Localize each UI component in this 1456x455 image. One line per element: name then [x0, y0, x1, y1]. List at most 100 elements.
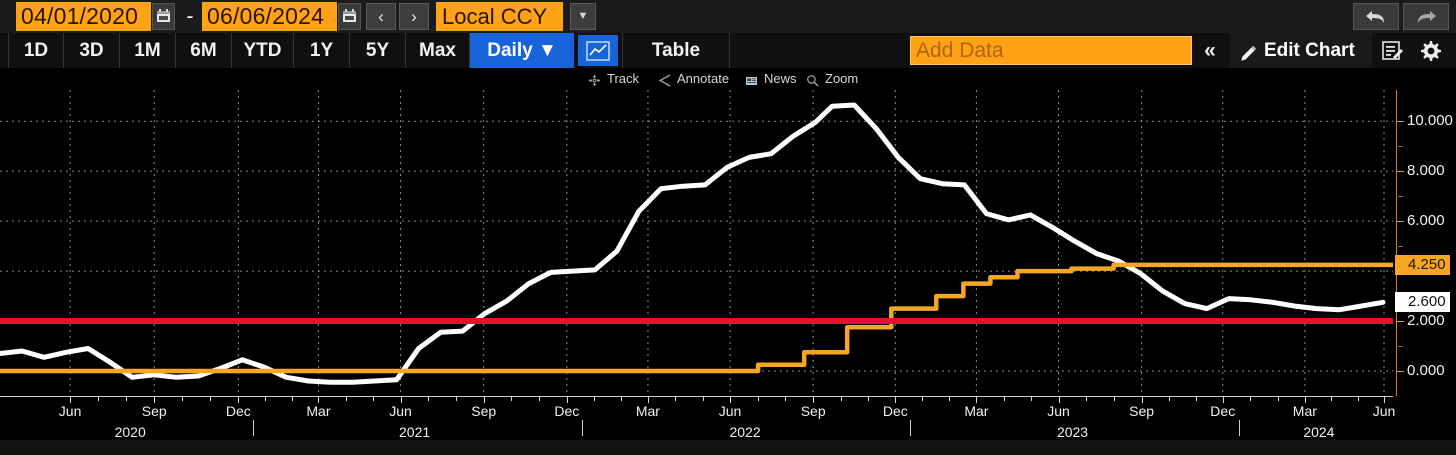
x-axis-minor-tick	[539, 397, 541, 401]
x-axis-minor-tick	[511, 397, 513, 401]
x-axis-minor-tick	[98, 397, 100, 401]
table-view-button[interactable]: Table	[622, 33, 730, 68]
x-axis-minor-tick	[345, 397, 347, 401]
x-axis-tick	[1383, 397, 1385, 403]
x-axis-tick-label: Dec	[554, 403, 580, 419]
y-axis-minor-tick	[1398, 196, 1403, 198]
x-axis-year-separator	[581, 420, 583, 436]
x-axis-tick-label: Mar	[964, 403, 989, 419]
redo-button[interactable]	[1403, 3, 1449, 30]
x-axis-tick	[70, 397, 72, 403]
chart-settings-button[interactable]	[1412, 33, 1448, 68]
x-axis-tick	[730, 397, 732, 403]
end-date-calendar-icon[interactable]	[338, 3, 361, 30]
collapse-panel-button[interactable]: «	[1204, 39, 1216, 62]
window-footer	[0, 440, 1456, 455]
add-data-input[interactable]	[911, 37, 1191, 64]
date-range-dash: -	[186, 5, 194, 28]
previous-period-button[interactable]: ‹	[366, 3, 396, 30]
tool-news-label: News	[764, 71, 797, 86]
x-axis-tick-label: Jun	[1372, 403, 1396, 419]
x-axis-minor-tick	[593, 397, 595, 401]
x-axis-year-separator	[1238, 420, 1240, 436]
x-axis-tick	[1141, 397, 1143, 403]
x-axis-minor-tick	[210, 397, 212, 401]
inflation-value-badge[interactable]: 2.600	[1395, 291, 1450, 312]
chart-plot-area[interactable]	[0, 90, 1393, 396]
frequency-selector-daily[interactable]: Daily ▼	[470, 33, 574, 68]
range-button-1d[interactable]: 1D	[8, 33, 64, 68]
x-axis-minor-tick	[1031, 397, 1033, 401]
start-date-input[interactable]: 04/01/2020	[16, 2, 151, 31]
redo-icon	[1418, 11, 1436, 23]
x-axis-tick	[566, 397, 568, 403]
y-axis-tick	[1397, 121, 1404, 123]
x-axis-minor-tick	[1331, 397, 1333, 401]
range-button-ytd[interactable]: YTD	[232, 33, 294, 68]
x-axis-year-label: 2022	[729, 424, 761, 440]
end-date-input[interactable]: 06/06/2024	[202, 2, 337, 31]
y-axis-tick	[1397, 171, 1404, 173]
x-axis-minor-tick	[620, 397, 622, 401]
range-button-3d[interactable]: 3D	[64, 33, 120, 68]
x-axis-minor-tick	[1168, 397, 1170, 401]
start-date-calendar-icon[interactable]	[152, 3, 175, 30]
x-axis-year-separator	[253, 420, 255, 436]
x-axis-minor-tick	[182, 397, 184, 401]
x-axis-minor-tick	[428, 397, 430, 401]
y-axis-minor-tick	[1398, 246, 1403, 248]
add-data-field[interactable]	[910, 36, 1192, 65]
annotations-list-button[interactable]	[1375, 33, 1411, 68]
chart-toolbar: 1D 3D 1M 6M YTD 1Y 5Y Max Daily ▼ Table …	[0, 33, 1456, 68]
range-button-6m[interactable]: 6M	[176, 33, 232, 68]
tool-zoom-label: Zoom	[825, 71, 859, 86]
edit-list-icon	[1382, 40, 1403, 60]
gear-icon	[1421, 40, 1441, 61]
currency-selector[interactable]: Local CCY	[436, 2, 563, 31]
range-button-max[interactable]: Max	[406, 33, 470, 68]
chart-canvas	[0, 90, 1393, 396]
range-button-5y[interactable]: 5Y	[350, 33, 406, 68]
x-axis-tick	[154, 397, 156, 403]
x-axis-minor-tick	[1195, 397, 1197, 401]
x-axis-tick-label: Mar	[306, 403, 331, 419]
crosshair-icon	[588, 72, 601, 94]
x-axis-minor-tick	[291, 397, 293, 401]
series-line-0	[0, 102, 1386, 385]
y-axis-tick-label: 2.000	[1407, 312, 1445, 330]
x-axis-tick	[1304, 397, 1306, 403]
y-axis-tick-label: 10.000	[1407, 112, 1453, 130]
x-axis-tick	[483, 397, 485, 403]
edit-chart-button[interactable]: Edit Chart	[1230, 33, 1372, 68]
x-axis-tick-label: Mar	[1292, 403, 1317, 419]
x-axis-tick-label: Jun	[389, 403, 412, 419]
series-line-1	[0, 262, 1393, 374]
x-axis-tick-label: Sep	[1129, 403, 1155, 419]
x-axis-minor-tick	[1113, 397, 1115, 401]
x-axis-tick-label: Dec	[225, 403, 251, 419]
x-axis-tick-label: Mar	[635, 403, 660, 419]
x-axis-minor-tick	[702, 397, 704, 401]
policy-rate-value-badge[interactable]: 4.250	[1395, 254, 1450, 275]
range-button-1m[interactable]: 1M	[120, 33, 176, 68]
x-axis-minor-tick	[1277, 397, 1279, 401]
range-button-1y[interactable]: 1Y	[294, 33, 350, 68]
x-axis: Jun Sep Dec Mar Jun Sep Dec Mar Jun Sep Dec Mar Jun S…	[0, 396, 1396, 455]
x-axis-minor-tick	[867, 397, 869, 401]
x-axis-minor-tick	[922, 397, 924, 401]
tool-annotate-label: Annotate	[677, 71, 730, 86]
x-axis-minor-tick	[126, 397, 128, 401]
x-axis-minor-tick	[757, 397, 759, 401]
chart-type-line-chart-icon[interactable]	[578, 35, 618, 66]
x-axis-tick-label: Sep	[141, 403, 167, 419]
undo-button[interactable]	[1353, 3, 1399, 30]
next-period-button[interactable]: ›	[399, 3, 429, 30]
currency-chevron-down-icon[interactable]: ▼	[570, 3, 596, 30]
angle-icon	[658, 72, 671, 94]
x-axis-minor-tick	[949, 397, 951, 401]
x-axis-minor-tick	[1003, 397, 1005, 401]
y-axis-tick-label: 8.000	[1407, 162, 1445, 180]
y-axis-minor-tick	[1398, 346, 1403, 348]
x-axis-minor-tick	[1086, 397, 1088, 401]
